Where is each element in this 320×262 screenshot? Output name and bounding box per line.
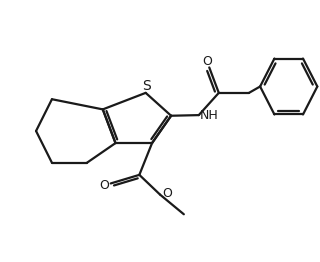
Text: NH: NH: [199, 109, 218, 122]
Text: O: O: [203, 55, 212, 68]
Text: O: O: [162, 187, 172, 200]
Text: O: O: [99, 178, 109, 192]
Text: S: S: [142, 79, 151, 93]
